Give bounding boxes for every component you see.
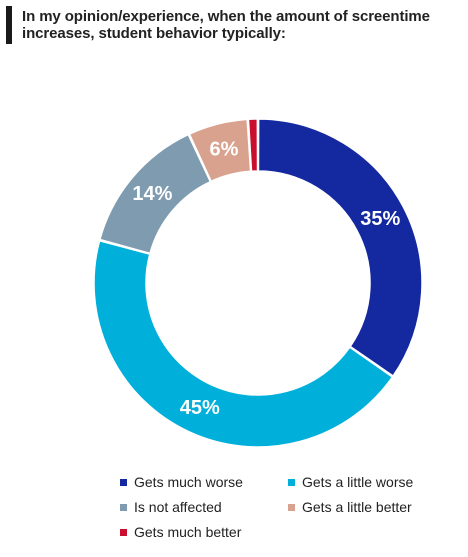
donut-slice-gets-much-worse	[257, 118, 423, 377]
legend-item-gets-a-little-better: Gets a little better	[288, 499, 438, 515]
legend-swatch	[120, 503, 127, 511]
donut-slice-gets-a-little-worse	[93, 239, 394, 448]
legend-label: Gets a little better	[302, 499, 412, 515]
legend-label: Gets much worse	[134, 474, 243, 490]
legend-swatch	[288, 478, 295, 486]
title-accent-bar	[6, 6, 12, 44]
legend-swatch	[120, 528, 127, 536]
legend-label: Is not affected	[134, 499, 222, 515]
legend-swatch	[288, 503, 295, 511]
donut-slice-gets-much-better	[247, 118, 259, 172]
legend: Gets much worse Gets a little worse Is n…	[120, 474, 440, 540]
chart-title-block: In my opinion/experience, when the amoun…	[6, 6, 446, 44]
data-label-gets-a-little-worse: 45%	[180, 397, 220, 419]
donut-slices	[93, 118, 423, 448]
data-label-is-not-affected: 14%	[132, 183, 172, 205]
data-label-gets-much-worse: 35%	[360, 208, 400, 230]
legend-item-gets-much-better: Gets much better	[120, 524, 288, 540]
donut-slice-is-not-affected	[98, 133, 212, 255]
legend-item-is-not-affected: Is not affected	[120, 499, 288, 515]
legend-item-gets-much-worse: Gets much worse	[120, 474, 288, 490]
legend-item-gets-a-little-worse: Gets a little worse	[288, 474, 438, 490]
donut-labels: 35% 45% 14% 6%	[132, 138, 400, 419]
legend-label: Gets a little worse	[302, 474, 414, 490]
data-label-gets-a-little-better: 6%	[210, 138, 239, 160]
legend-label: Gets much better	[134, 524, 242, 540]
chart-title: In my opinion/experience, when the amoun…	[22, 8, 430, 42]
donut-slice-gets-a-little-better	[188, 118, 252, 183]
legend-swatch	[120, 478, 127, 486]
